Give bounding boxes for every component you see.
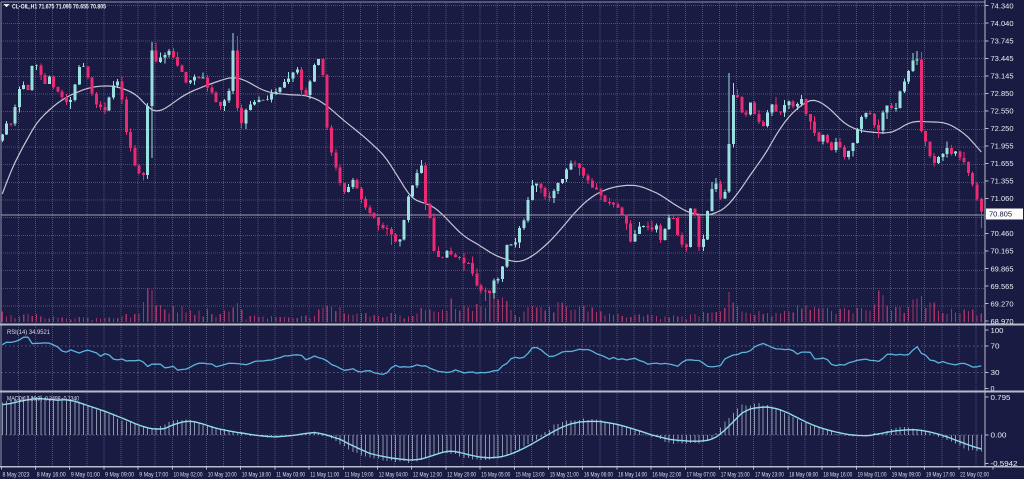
svg-text:70: 70 <box>991 341 1000 350</box>
svg-text:12 May 20:00: 12 May 20:00 <box>447 471 476 478</box>
svg-text:22 May 02:00: 22 May 02:00 <box>960 471 989 478</box>
svg-text:15 May 05:00: 15 May 05:00 <box>481 471 510 478</box>
svg-text:74.340: 74.340 <box>991 1 1014 10</box>
svg-text:71.955: 71.955 <box>991 142 1014 151</box>
svg-text:10 May 10:00: 10 May 10:00 <box>208 471 237 478</box>
svg-text:9 May 17:00: 9 May 17:00 <box>139 471 168 478</box>
svg-text:71.060: 71.060 <box>991 194 1014 203</box>
svg-text:0.00: 0.00 <box>991 430 1007 439</box>
svg-text:68.970: 68.970 <box>991 317 1014 326</box>
svg-text:19 May 09:00: 19 May 09:00 <box>892 471 921 478</box>
svg-text:11 May 19:00: 11 May 19:00 <box>345 471 374 478</box>
svg-text:69.565: 69.565 <box>991 282 1014 291</box>
svg-text:72.850: 72.850 <box>991 89 1014 98</box>
svg-text:73.445: 73.445 <box>991 54 1014 63</box>
svg-text:17 May 07:00: 17 May 07:00 <box>687 471 716 478</box>
svg-text:72.250: 72.250 <box>991 124 1014 133</box>
svg-text:74.040: 74.040 <box>991 19 1014 28</box>
svg-text:11 May 03:00: 11 May 03:00 <box>276 471 305 478</box>
svg-text:16 May 14:00: 16 May 14:00 <box>618 471 647 478</box>
svg-text:19 May 01:00: 19 May 01:00 <box>858 471 887 478</box>
svg-text:16 May 06:00: 16 May 06:00 <box>584 471 613 478</box>
svg-text:12 May 12:00: 12 May 12:00 <box>413 471 442 478</box>
svg-text:-0.5942: -0.5942 <box>991 459 1018 468</box>
svg-text:0.795: 0.795 <box>991 393 1011 402</box>
svg-text:71.355: 71.355 <box>991 177 1014 186</box>
svg-text:9 May 01:00: 9 May 01:00 <box>71 471 100 478</box>
svg-text:16 May 22:00: 16 May 22:00 <box>652 471 681 478</box>
svg-text:18 May 16:00: 18 May 16:00 <box>823 471 852 478</box>
svg-text:70.165: 70.165 <box>991 247 1014 256</box>
svg-text:30: 30 <box>991 368 1000 377</box>
svg-text:RSI(14) 34.9521: RSI(14) 34.9521 <box>7 329 50 336</box>
svg-text:72.550: 72.550 <box>991 107 1014 116</box>
svg-text:11 May 11:00: 11 May 11:00 <box>310 471 339 478</box>
svg-text:9 May 09:00: 9 May 09:00 <box>105 471 134 478</box>
svg-text:70.460: 70.460 <box>991 229 1014 238</box>
svg-text:18 May 08:00: 18 May 08:00 <box>789 471 818 478</box>
svg-text:CL-OIL,H1 71.675 71.095 70.655: CL-OIL,H1 71.675 71.095 70.655 70.805 <box>12 3 106 10</box>
svg-text:69.865: 69.865 <box>991 264 1014 273</box>
svg-text:15 May 21:00: 15 May 21:00 <box>550 471 579 478</box>
svg-text:8 May 16:00: 8 May 16:00 <box>37 471 66 478</box>
svg-text:73.145: 73.145 <box>991 71 1014 80</box>
svg-text:69.270: 69.270 <box>991 299 1014 308</box>
svg-text:70.805: 70.805 <box>989 210 1012 219</box>
svg-text:19 May 17:00: 19 May 17:00 <box>926 471 955 478</box>
svg-text:17 May 15:00: 17 May 15:00 <box>721 471 750 478</box>
svg-text:15 May 13:00: 15 May 13:00 <box>516 471 545 478</box>
svg-text:12 May 04:00: 12 May 04:00 <box>379 471 408 478</box>
svg-text:10 May 18:00: 10 May 18:00 <box>242 471 271 478</box>
svg-text:10 May 02:00: 10 May 02:00 <box>174 471 203 478</box>
svg-text:0: 0 <box>991 384 995 393</box>
svg-text:8 May 2023: 8 May 2023 <box>3 471 30 478</box>
svg-text:MACD(12,26,9) -0.3498 -0.2340: MACD(12,26,9) -0.3498 -0.2340 <box>7 396 79 403</box>
svg-text:17 May 23:00: 17 May 23:00 <box>755 471 784 478</box>
svg-text:71.655: 71.655 <box>991 159 1014 168</box>
svg-text:73.745: 73.745 <box>991 36 1014 45</box>
svg-text:100: 100 <box>991 326 1004 335</box>
